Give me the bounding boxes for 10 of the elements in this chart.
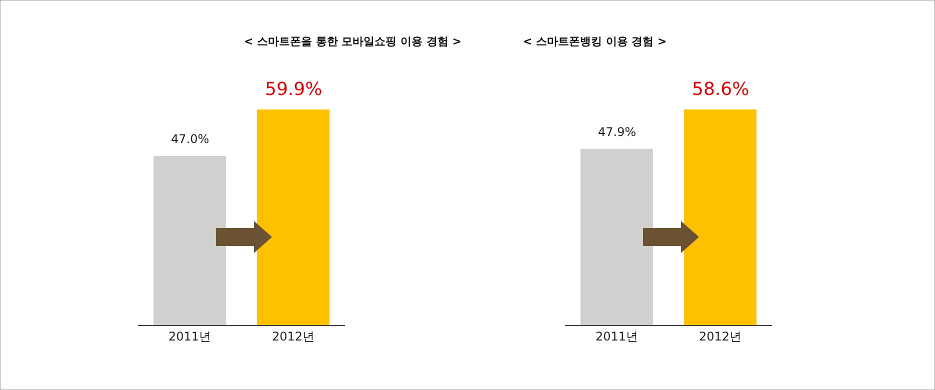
x-tick-label: 2012년 (272, 329, 315, 344)
x-tick-label: 2011년 (168, 329, 212, 344)
chart-title: < 스마트폰을 통한 모바일쇼핑 이용 경험 > (244, 35, 462, 48)
data-label: 47.0% (171, 132, 210, 146)
x-tick-label: 2012년 (698, 329, 742, 344)
data-label: 58.6% (692, 79, 750, 100)
data-label: 47.9% (598, 125, 636, 139)
x-tick-label: 2011년 (595, 329, 638, 344)
chart-title: < 스마트폰뱅킹 이용 경험 > (523, 35, 667, 48)
data-label: 59.9% (265, 79, 322, 100)
